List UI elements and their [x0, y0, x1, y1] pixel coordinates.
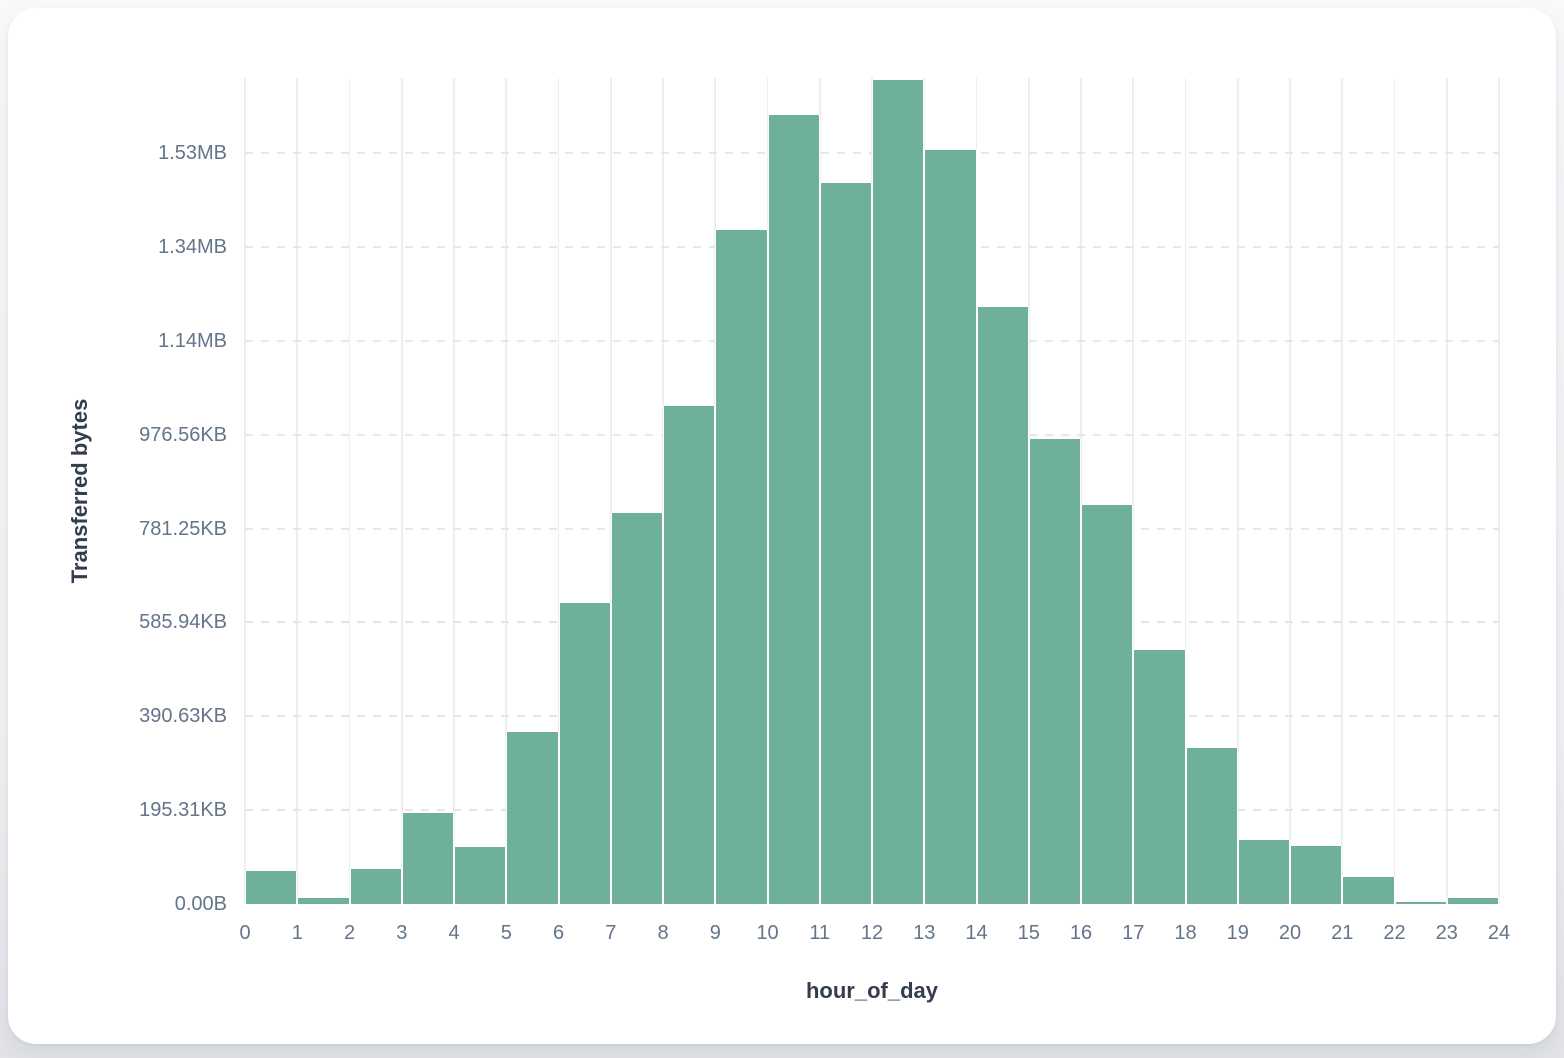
bar-hour-3[interactable]	[401, 813, 454, 904]
bar-hour-2[interactable]	[349, 869, 402, 904]
bar-hour-8[interactable]	[663, 406, 716, 904]
vertical-gridline	[453, 78, 455, 904]
x-axis-tick-label: 19	[1226, 922, 1249, 944]
vertical-gridline	[296, 78, 299, 904]
x-axis-tick-label: 4	[448, 922, 460, 944]
x-axis-tick-label: 24	[1487, 922, 1511, 944]
y-axis-tick-label: 0.00B	[174, 893, 227, 915]
x-axis-tick-label: 12	[860, 922, 884, 944]
bar-hour-6[interactable]	[558, 603, 611, 904]
x-axis-tick-label: 9	[709, 922, 721, 944]
y-axis-tick-label: 1.34MB	[158, 235, 227, 258]
x-axis-tick-label: 3	[396, 922, 408, 944]
x-axis-tick-label: 15	[1017, 922, 1040, 944]
bar-hour-13[interactable]	[924, 150, 977, 904]
vertical-gridline	[557, 78, 560, 904]
x-axis-tick-label: 0	[239, 922, 251, 944]
bar-hour-4[interactable]	[454, 846, 507, 904]
x-axis-tick-label: 2	[343, 922, 356, 944]
vertical-gridline	[1289, 78, 1291, 904]
bar-hour-1[interactable]	[297, 898, 350, 904]
bar-hour-9[interactable]	[715, 230, 768, 904]
bar-hour-21[interactable]	[1342, 877, 1395, 904]
plot-area	[244, 78, 1500, 904]
bar-hour-5[interactable]	[506, 732, 559, 904]
x-axis-tick-label: 21	[1331, 922, 1354, 944]
x-axis-tick-label: 14	[965, 922, 988, 944]
x-axis-tick-label: 18	[1174, 922, 1197, 944]
x-axis-tick-label: 17	[1122, 922, 1145, 944]
vertical-gridline	[1236, 78, 1239, 904]
y-axis-tick-label: 1.53MB	[158, 142, 227, 165]
vertical-gridline	[1498, 78, 1500, 904]
x-axis-tick-label: 1	[291, 922, 303, 944]
vertical-gridline	[1445, 78, 1448, 904]
bar-hour-17[interactable]	[1133, 650, 1186, 904]
vertical-gridline	[348, 78, 351, 904]
x-axis-tick-label: 16	[1069, 922, 1093, 944]
vertical-gridline	[505, 78, 508, 904]
x-axis-tick-label: 22	[1383, 922, 1406, 944]
bar-hour-20[interactable]	[1290, 845, 1343, 904]
vertical-gridline	[662, 78, 664, 904]
bar-hour-16[interactable]	[1081, 504, 1134, 904]
bar-hour-22[interactable]	[1394, 902, 1447, 904]
vertical-gridline	[1184, 78, 1187, 904]
bar-hour-19[interactable]	[1237, 839, 1290, 904]
bar-hour-12[interactable]	[872, 79, 925, 904]
vertical-gridline	[244, 78, 246, 904]
bar-hour-23[interactable]	[1446, 898, 1499, 904]
x-axis-tick-label: 13	[913, 922, 936, 944]
x-axis-tick-label: 23	[1435, 922, 1458, 944]
x-axis-tick-label: 6	[552, 922, 565, 944]
y-axis-tick-label: 1.14MB	[158, 329, 227, 352]
x-axis-tick-label: 10	[756, 922, 779, 944]
x-axis-tick-label: 7	[605, 922, 617, 944]
y-axis-tick-label: 976.56KB	[139, 423, 227, 446]
y-axis-tick-label: 585.94KB	[139, 611, 227, 634]
bar-hour-11[interactable]	[819, 182, 872, 904]
bar-hour-7[interactable]	[610, 513, 663, 904]
vertical-gridline	[609, 78, 612, 904]
bar-hour-10[interactable]	[767, 114, 820, 904]
chart-card: Transferred bytes hour_of_day 0.00B 195.3…	[8, 8, 1556, 1044]
vertical-gridline	[1341, 78, 1344, 904]
vertical-gridline	[1393, 78, 1396, 904]
x-axis-tick-label: 8	[657, 922, 669, 944]
vertical-gridline	[400, 78, 403, 904]
bar-hour-14[interactable]	[976, 306, 1029, 904]
x-axis-title: hour_of_day	[805, 978, 939, 1003]
y-axis-tick-label: 781.25KB	[139, 517, 227, 540]
vertical-gridline	[1132, 78, 1135, 904]
y-axis-tick-label: 195.31KB	[139, 799, 227, 822]
bar-hour-0[interactable]	[245, 871, 298, 904]
bar-hour-18[interactable]	[1185, 748, 1238, 904]
x-axis-tick-label: 5	[500, 922, 512, 944]
x-axis-tick-label: 11	[809, 922, 831, 944]
x-axis-tick-label: 20	[1278, 922, 1302, 944]
y-axis-tick-label: 390.63KB	[139, 705, 227, 728]
bar-hour-15[interactable]	[1028, 438, 1081, 904]
